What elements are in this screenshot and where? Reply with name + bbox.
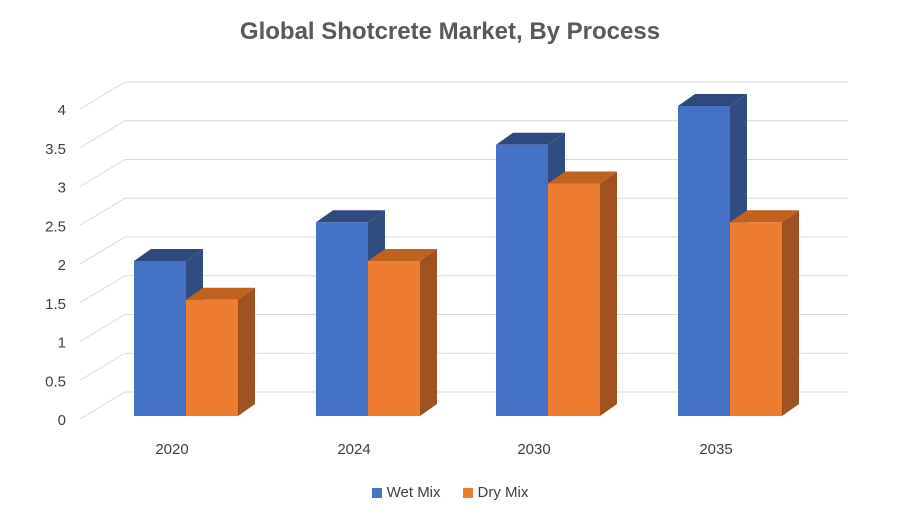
- bar-top-face: [134, 249, 203, 261]
- bar-top-face: [496, 132, 565, 145]
- x-tick-label: 2024: [337, 441, 370, 458]
- y-tick-label: 4: [58, 102, 66, 119]
- x-tick-label: 2035: [699, 441, 732, 458]
- bar-front-face: [316, 222, 368, 416]
- bar-side-face: [600, 171, 617, 416]
- gridline-side-5: [79, 197, 126, 226]
- bar-side-face: [782, 210, 799, 416]
- bar-dry-mix-2035: [730, 210, 799, 416]
- legend-item-dry-mix[interactable]: Dry Mix: [462, 484, 529, 501]
- chart-title: Global Shotcrete Market, By Process: [239, 18, 661, 45]
- bar-front-face: [678, 106, 730, 416]
- bar-front-face: [368, 261, 420, 416]
- gridline-side-3: [79, 275, 126, 304]
- gridline-side-1: [79, 352, 126, 381]
- y-axis-tick-labels: 0 0.5 1 1.5 2 2.5 3 3.5 4: [45, 102, 66, 429]
- bar-front-face: [496, 144, 548, 416]
- legend-label-wet-mix: Wet Mix: [386, 484, 441, 501]
- gridline-side-7: [79, 120, 126, 149]
- y-tick-label: 2.5: [45, 218, 66, 235]
- gridline-side-4: [79, 236, 126, 265]
- bar-top-face: [678, 94, 747, 106]
- y-tick-label: 0.5: [45, 373, 66, 390]
- legend: Wet Mix Dry Mix: [0, 484, 900, 501]
- y-tick-label: 3.5: [45, 141, 66, 158]
- y-tick-label: 0: [58, 412, 66, 429]
- legend-item-wet-mix[interactable]: Wet Mix: [371, 484, 441, 501]
- y-tick-label: 2: [58, 257, 66, 274]
- bar-dry-mix-2020: [186, 287, 255, 416]
- bar-side-face: [238, 287, 255, 416]
- gridline-side-6: [79, 159, 126, 187]
- bar-top-face: [730, 210, 799, 223]
- x-tick-label: 2030: [517, 441, 550, 458]
- bars: [134, 94, 799, 416]
- legend-label-dry-mix: Dry Mix: [477, 484, 529, 501]
- gridline-side-0: [79, 391, 126, 420]
- legend-swatch-dry-mix: [462, 487, 473, 498]
- x-tick-label: 2020: [155, 441, 188, 458]
- bar-dry-mix-2024: [368, 249, 437, 416]
- legend-swatch-wet-mix: [371, 487, 382, 498]
- bar-front-face: [186, 299, 238, 416]
- bar-front-face: [730, 222, 782, 416]
- bar-top-face: [548, 171, 617, 184]
- bar-top-face: [316, 210, 385, 223]
- gridline-side-2: [79, 314, 126, 342]
- bar-front-face: [134, 261, 186, 416]
- bar-front-face: [548, 183, 600, 416]
- bar-dry-mix-2030: [548, 171, 617, 416]
- y-tick-label: 3: [58, 180, 66, 197]
- bar-top-face: [186, 287, 255, 300]
- x-axis-tick-labels: 2020 2024 2030 2035: [155, 441, 732, 458]
- bar-side-face: [420, 249, 437, 416]
- gridline-side-8: [79, 81, 126, 110]
- bar-top-face: [368, 249, 437, 261]
- y-tick-label: 1.5: [45, 296, 66, 313]
- y-tick-label: 1: [58, 335, 66, 352]
